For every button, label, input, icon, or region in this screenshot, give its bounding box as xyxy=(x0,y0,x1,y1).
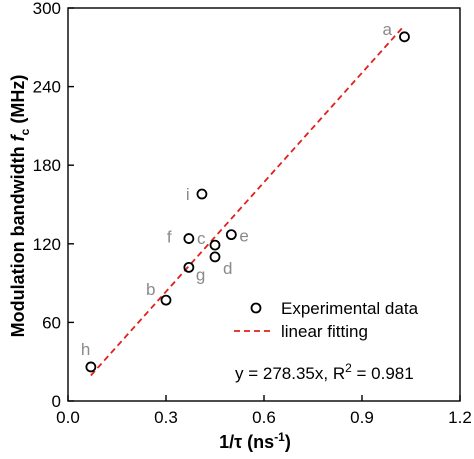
point-label-i: i xyxy=(186,185,190,204)
x-tick-label: 1.2 xyxy=(448,408,472,427)
y-axis-title-end: (MHz) xyxy=(8,75,28,129)
y-axis-title: Modulation bandwidth fc (MHz) xyxy=(8,75,32,338)
linear-fit-line xyxy=(90,24,406,377)
y-tick-label: 240 xyxy=(33,78,61,97)
y-tick-label: 60 xyxy=(42,313,61,332)
y-tick-label: 300 xyxy=(33,0,61,18)
point-label-a: a xyxy=(382,20,392,39)
data-point-h xyxy=(85,361,97,373)
x-tick-label: 0.3 xyxy=(154,408,178,427)
fit-equation-end: = 0.981 xyxy=(352,364,414,383)
point-label-g: g xyxy=(196,265,205,284)
data-point-c xyxy=(209,239,221,251)
point-label-f: f xyxy=(167,228,172,247)
data-point-f xyxy=(183,233,195,244)
point-label-b: b xyxy=(146,280,155,299)
legend-label-fit: linear fitting xyxy=(281,322,368,341)
x-axis-title-superscript: -1 xyxy=(274,430,285,444)
y-axis-title-italic: f xyxy=(8,133,28,141)
legend: Experimental data linear fitting y = 278… xyxy=(234,299,419,383)
axis-ticks: 0.0 0.3 0.6 0.9 1.2 0 60 120 180 240 300 xyxy=(33,0,472,427)
data-point-e xyxy=(225,229,237,241)
point-label-c: c xyxy=(197,229,206,248)
x-tick-label: 0.6 xyxy=(252,408,276,427)
y-axis-title-subscript: c xyxy=(18,128,32,135)
legend-label-points: Experimental data xyxy=(281,299,419,318)
data-point-i xyxy=(196,188,208,200)
x-tick-label: 0.9 xyxy=(350,408,374,427)
x-axis-title: 1/τ (ns-1) xyxy=(219,430,291,452)
point-label-h: h xyxy=(81,340,90,359)
data-point-b xyxy=(160,294,172,306)
y-tick-label: 120 xyxy=(33,235,61,254)
y-tick-label: 180 xyxy=(33,156,61,175)
data-point-a xyxy=(399,31,410,43)
data-point-d xyxy=(209,251,221,263)
fit-equation-superscript: 2 xyxy=(345,361,352,375)
point-label-e: e xyxy=(239,227,248,246)
point-labels: a b cde f g h i xyxy=(81,20,393,359)
x-axis-title-end: ) xyxy=(285,432,291,452)
data-points xyxy=(85,31,410,373)
data-point-g xyxy=(183,261,195,273)
fit-equation: y = 278.35x, R2 = 0.981 xyxy=(235,361,414,383)
legend-marker-circle xyxy=(250,302,262,314)
plot-frame xyxy=(67,7,461,402)
x-tick-label: 0.0 xyxy=(56,408,80,427)
point-label-d: d xyxy=(223,259,232,278)
y-tick-label: 0 xyxy=(52,392,61,411)
